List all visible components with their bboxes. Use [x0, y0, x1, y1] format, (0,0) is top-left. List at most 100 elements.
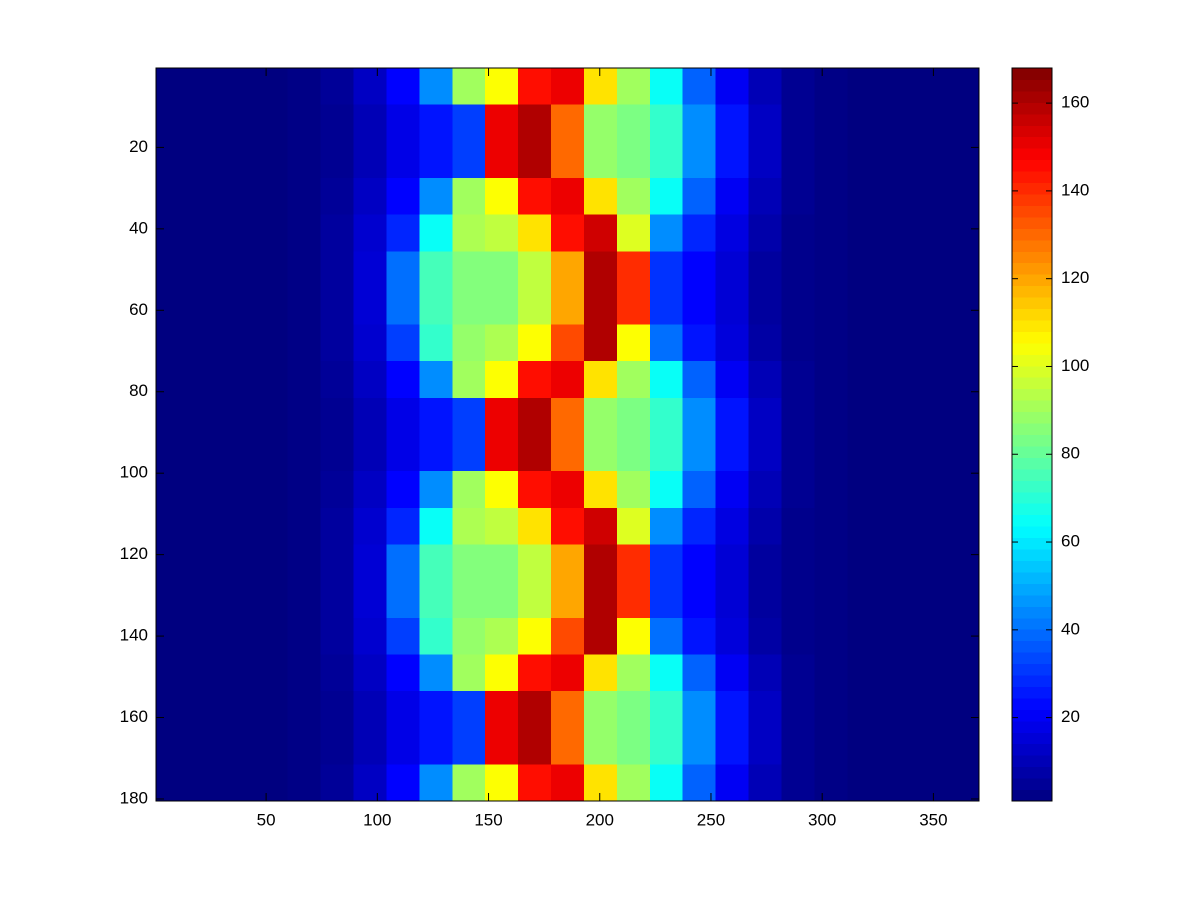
heatmap-cell: [847, 68, 881, 106]
heatmap-cell: [485, 727, 519, 765]
colorbar-step: [1012, 766, 1052, 779]
colorbar-step: [1012, 423, 1052, 435]
heatmap-cell: [353, 471, 387, 509]
heatmap-cell: [320, 654, 355, 692]
heatmap-cell: [682, 104, 717, 142]
heatmap-cell: [386, 251, 420, 289]
heatmap-cell: [452, 581, 486, 619]
heatmap-cell: [880, 287, 914, 326]
colorbar: 20 40 60 80 100 120 140 160: [1011, 67, 1089, 802]
heatmap-cell: [748, 141, 782, 179]
heatmap-cell: [386, 471, 420, 509]
heatmap-cell: [649, 691, 684, 729]
heatmap-cell: [353, 617, 387, 655]
heatmap-cell: [946, 727, 980, 765]
heatmap-cell: [419, 544, 453, 582]
heatmap-cell: [518, 361, 552, 399]
heatmap-cell: [320, 68, 355, 106]
heatmap-cell: [221, 214, 256, 252]
heatmap-cell: [221, 544, 256, 582]
heatmap-cell: [221, 471, 256, 509]
heatmap-cell: [814, 324, 848, 362]
heatmap-cell: [715, 507, 750, 545]
heatmap-cell: [583, 727, 618, 765]
heatmap-cell: [419, 764, 453, 802]
heatmap-cell: [682, 287, 717, 326]
heatmap-cell: [419, 177, 453, 216]
heatmap-cell: [616, 68, 651, 106]
heatmap-cell: [551, 764, 585, 802]
colorbar-step: [1012, 480, 1052, 493]
heatmap-cell: [188, 361, 223, 399]
heatmap-cell: [551, 141, 585, 179]
heatmap-cell: [913, 324, 947, 362]
heatmap-cell: [781, 141, 815, 179]
heatmap-cell: [287, 177, 322, 216]
heatmap-cell: [682, 361, 717, 399]
heatmap-cell: [518, 214, 552, 252]
heatmap-cell: [781, 287, 815, 326]
heatmap-cell: [715, 654, 750, 692]
heatmap-cell: [353, 544, 387, 582]
heatmap-cell: [386, 397, 420, 435]
colorbar-step: [1012, 652, 1052, 665]
heatmap-cell: [188, 177, 223, 216]
heatmap-cell: [715, 141, 750, 179]
heatmap-cell: [748, 434, 782, 472]
heatmap-cell: [156, 214, 190, 252]
heatmap-cell: [551, 434, 585, 472]
heatmap-cell: [386, 434, 420, 472]
heatmap-cell: [287, 397, 322, 435]
heatmap-cell: [221, 361, 256, 399]
heatmap-cell: [452, 361, 486, 399]
heatmap-cell: [715, 68, 750, 106]
heatmap-cell: [913, 507, 947, 545]
heatmap-cell: [419, 691, 453, 729]
heatmap-cell: [616, 251, 651, 289]
colorbar-step: [1012, 640, 1052, 653]
heatmap-cell: [254, 727, 289, 765]
heatmap-cell: [880, 617, 914, 655]
heatmap-cell: [156, 251, 190, 289]
heatmap-cell: [452, 177, 486, 216]
colorbar-step: [1012, 583, 1052, 596]
heatmap-cell: [781, 471, 815, 509]
colorbar-step: [1012, 388, 1052, 401]
heatmap-cell: [715, 397, 750, 435]
heatmap-cell: [715, 617, 750, 655]
heatmap-cell: [583, 214, 618, 252]
heatmap-cell: [913, 177, 947, 216]
colorbar-step: [1012, 789, 1052, 802]
heatmap-cell: [188, 544, 223, 582]
heatmap-cell: [715, 177, 750, 216]
heatmap-cell: [353, 214, 387, 252]
y-tick-label: 80: [129, 381, 148, 400]
heatmap-cell: [452, 434, 486, 472]
heatmap-cell: [419, 727, 453, 765]
heatmap-cell: [156, 764, 190, 802]
heatmap-cell: [880, 654, 914, 692]
heatmap-cell: [748, 471, 782, 509]
heatmap-cell: [254, 471, 289, 509]
heatmap-cell: [419, 581, 453, 619]
heatmap-cell: [156, 471, 190, 509]
heatmap-cell: [913, 397, 947, 435]
heatmap-cell: [419, 104, 453, 142]
heatmap-cell: [913, 471, 947, 509]
heatmap-cell: [156, 141, 190, 179]
heatmap-cell: [419, 214, 453, 252]
heatmap-cell: [616, 544, 651, 582]
heatmap-cell: [682, 617, 717, 655]
heatmap-cell: [551, 617, 585, 655]
heatmap-cell: [551, 324, 585, 362]
colorbar-step: [1012, 148, 1052, 161]
heatmap-cell: [518, 251, 552, 289]
heatmap-cell: [913, 544, 947, 582]
heatmap-cell: [221, 68, 256, 106]
heatmap-cell: [781, 324, 815, 362]
heatmap-cell: [188, 691, 223, 729]
heatmap-cell: [946, 214, 980, 252]
heatmap-cell: [814, 361, 848, 399]
heatmap-cell: [320, 727, 355, 765]
